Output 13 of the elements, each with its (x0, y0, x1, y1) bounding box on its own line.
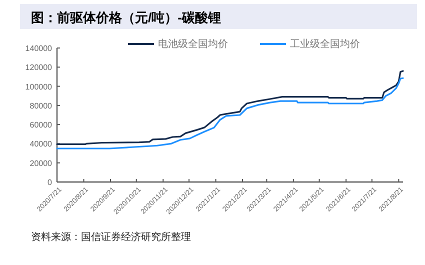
y-tick-label: 20000 (30, 158, 53, 168)
y-tick-label: 0 (48, 178, 53, 187)
legend-label: 电池级全国均价 (158, 38, 228, 50)
y-tick-label: 60000 (30, 120, 53, 130)
y-tick-label: 40000 (30, 140, 53, 149)
y-tick-label: 100000 (25, 82, 53, 92)
y-tick-label: 80000 (30, 101, 53, 110)
title: 图：前驱体价格（元/吨）-碳酸锂 (20, 4, 417, 29)
y-tick-label: 140000 (25, 44, 53, 53)
y-tick-label: 120000 (25, 63, 53, 72)
text: 资料来源：国信证券经济研究所整理 (31, 231, 191, 243)
chart-title: 图：前驱体价格（元/吨）-碳酸锂 (31, 10, 221, 25)
legend-label: 工业级全国均价 (290, 38, 360, 50)
